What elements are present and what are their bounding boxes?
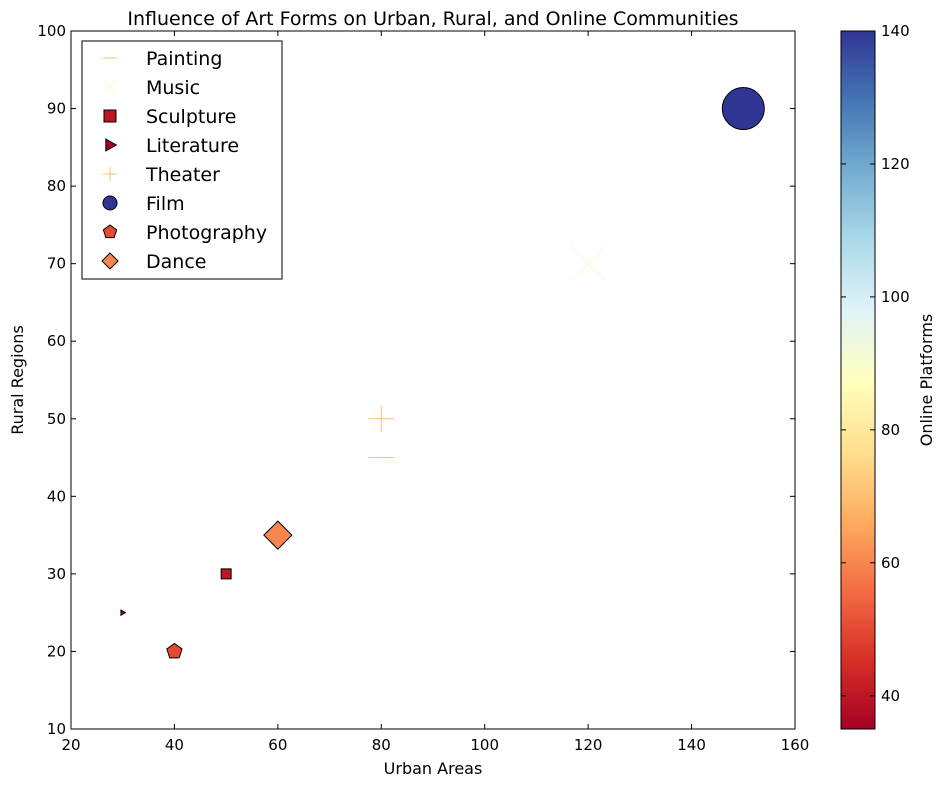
- legend-marker-film: [102, 195, 118, 211]
- point-sculpture: [220, 568, 232, 580]
- y-tick-label: 10: [47, 720, 66, 738]
- point-theater: [368, 405, 395, 432]
- y-tick-label: 70: [47, 255, 66, 273]
- legend-label-music: Music: [146, 77, 200, 99]
- x-axis-label: Urban Areas: [384, 759, 483, 778]
- colorbar-tick-label: 60: [881, 554, 900, 572]
- legend-marker-music: [102, 79, 118, 95]
- y-tick-label: 30: [47, 565, 66, 583]
- legend-label-photography: Photography: [146, 222, 267, 244]
- colorbar-tick-label: 140: [881, 22, 910, 40]
- colorbar-ticks: 40 60 80 100 120 140: [841, 22, 910, 705]
- point-dance: [263, 520, 293, 550]
- y-tick-label: 60: [47, 332, 66, 350]
- y-tick-label: 50: [47, 410, 66, 428]
- x-axis-ticks: 20 40 60 80 100 120 140 160: [61, 31, 809, 754]
- x-tick-label: 100: [470, 736, 499, 754]
- data-marks: [120, 87, 765, 659]
- legend-label-sculpture: Sculpture: [146, 106, 236, 128]
- x-tick-label: 160: [781, 736, 810, 754]
- point-music: [570, 246, 606, 282]
- y-tick-label: 40: [47, 487, 66, 505]
- legend-marker-dance: [101, 252, 119, 270]
- legend-marker-theater: [103, 167, 117, 181]
- legend-marker-sculpture: [103, 109, 117, 123]
- x-tick-label: 80: [372, 736, 391, 754]
- plot-frame: [70, 30, 796, 730]
- chart-title: Influence of Art Forms on Urban, Rural, …: [127, 8, 738, 30]
- y-axis-ticks: 10 20 30 40 50 60 70 80 90 100: [37, 22, 795, 738]
- legend-label-painting: Painting: [146, 48, 222, 70]
- y-tick-label: 20: [47, 642, 66, 660]
- legend-frame: [81, 40, 283, 280]
- x-tick-label: 40: [165, 736, 184, 754]
- x-tick-label: 140: [677, 736, 706, 754]
- y-tick-label: 90: [47, 100, 66, 118]
- point-film: [721, 87, 765, 131]
- legend-label-dance: Dance: [146, 251, 206, 273]
- colorbar-tick-label: 100: [881, 288, 910, 306]
- colorbar-label: Online Platforms: [917, 314, 936, 447]
- legend-label-literature: Literature: [146, 135, 239, 157]
- colorbar-tick-label: 80: [881, 421, 900, 439]
- colorbar-tick-label: 120: [881, 155, 910, 173]
- legend: Painting Music Sculpture Literature Theater F…: [81, 40, 283, 280]
- y-tick-label: 100: [37, 22, 66, 40]
- legend-label-film: Film: [146, 193, 185, 215]
- x-tick-label: 20: [61, 736, 80, 754]
- point-literature: [120, 609, 127, 617]
- legend-label-theater: Theater: [145, 164, 220, 186]
- legend-marker-literature: [105, 138, 118, 152]
- y-tick-label: 80: [47, 177, 66, 195]
- y-axis-label: Rural Regions: [8, 325, 27, 435]
- point-photography: [166, 642, 183, 659]
- colorbar: [840, 30, 876, 730]
- legend-marker-photography: [102, 224, 118, 239]
- x-tick-label: 60: [268, 736, 287, 754]
- x-tick-label: 120: [574, 736, 603, 754]
- colorbar-tick-label: 40: [881, 687, 900, 705]
